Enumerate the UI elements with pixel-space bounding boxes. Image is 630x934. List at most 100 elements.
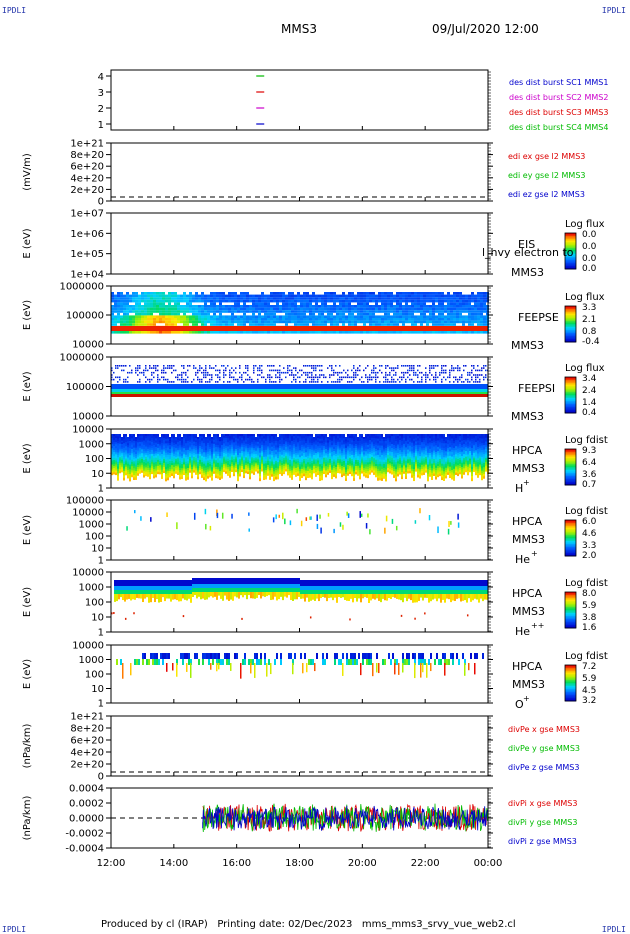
burst-ytick-label: 1 [98,120,104,131]
feepse-panel-ytick-label: 1000000 [59,282,104,293]
hpca-hepp-panel-ytick-label: 10 [91,613,104,624]
hpca-he-panel-colorbar-cell [565,524,576,527]
hpca-o-panel-colorbar-cell [565,669,576,672]
feepsi-panel-colorbar-cell [565,396,576,399]
feepse-panel-colorbar-cell [565,313,576,316]
hpca-hepp-panel-colorbar-cell [565,617,576,620]
hpca-hepp-panel-colorbar-cell [565,608,576,611]
feepse-panel-colorbar-cell [565,324,576,326]
hpca-h-panel-colorbar-cell [565,474,576,477]
hpca-he-panel-colorbar-cell [565,526,576,528]
eis-panel-colorbar-cell [565,242,576,244]
hpca-hepp-panel-colorbar-cell [565,614,576,617]
hpca-hepp-panel-colorbar-label: 8.0 [582,589,597,599]
hpca-h-panel-ytick-label: 100 [85,454,104,465]
feepsi-panel-colorbar-cell [565,390,576,393]
feepsi-panel-colorbar-label: 2.4 [582,386,597,396]
divpe-panel-ytick-label: 1e+21 [70,712,104,723]
hpca-h-panel-colorbar-cell [565,450,576,453]
corner-label-bottom-right: IPDLI [601,925,626,934]
hpca-hepp-panel-colorbar-cell [565,626,576,629]
hpca-h-panel-colorbar-cell [565,462,576,465]
hpca-o-panel-colorbar-cell [565,687,576,690]
hpca-he-panel-ytick-label: 1000 [79,520,104,531]
hpca-hepp-panel-spectrogram [111,578,488,621]
hpca-hepp-panel-colorbar-cell [565,616,576,618]
divpi-panel-legend-1: divPi x gse MMS3 [508,799,577,808]
divpi-panel-legend-2: divPi y gse MMS3 [508,818,577,827]
hpca-hepp-panel-colorbar-cell [565,623,576,626]
eis-panel-colorbar-cell [565,233,576,235]
hpca-hepp-panel-ytick-label: 100 [85,598,104,609]
hpca-hepp-panel-ytick-label: 10000 [72,568,104,579]
feepse-panel-colorbar-cell [565,307,576,310]
feepsi-panel-ytick-label: 100000 [66,382,104,393]
eis-overlay-text: l_hvy electron to [482,246,574,259]
hpca-hepp-panel-colorbar-cell [565,593,576,596]
eis-panel-ytick-label: 1e+04 [70,270,104,281]
hpca-h-panel-colorbar-label: 3.6 [582,470,597,480]
hpca-he-panel-ytick-label: 1 [98,556,104,567]
feepsi-panel-colorbar-cell [565,402,576,405]
xaxis-tick-label: 20:00 [348,858,377,869]
hpca-o-panel-ytick-label: 10000 [72,641,104,652]
eis-panel-colorbar-cell [565,236,576,238]
edi-panel-ytick-label: 2e+20 [70,185,104,196]
hpca-he-panel-ytick-label: 10 [91,544,104,555]
eis-panel-colorbar-cell [565,260,576,262]
feepsi-panel-colorbar-label: 3.4 [582,374,597,384]
feepsi-panel-colorbar-cell [565,407,576,409]
xaxis-tick-label: 00:00 [474,858,503,869]
multi-panel-plot: 4 3 2 1 des dist burst SC1 MMS1 des dist burs… [22,69,608,869]
hpca-h-panel-instrument: HPCA [512,444,543,457]
feepse-panel-colorbar-cell [565,322,576,325]
hpca-he-panel-colorbar-label: 3.3 [582,541,596,551]
feepsi-panel-colorbar-cell [565,387,576,390]
feepse-panel-spacecraft: MMS3 [511,339,544,352]
feepsi-panel-colorbar-cell [565,398,576,400]
hpca-hepp-panel-ytick-label: 1000 [79,583,104,594]
xaxis-tick-label: 12:00 [97,858,126,869]
feepse-panel-colorbar-border [564,305,577,343]
eis-panel-frame [110,212,489,275]
hpca-he-panel-colorbar-cell [565,541,576,543]
hpca-he-panel-instrument: HPCA [512,515,543,528]
feepse-panel-colorbar-label: -0.4 [582,337,600,347]
hpca-hepp-panel-spacecraft: MMS3 [512,605,545,618]
hpca-h-panel-colorbar-cell [565,477,576,480]
feepsi-panel-colorbar-border [564,376,577,414]
hpca-hepp-panel-ytick-label: 1 [98,628,104,639]
hpca-o-panel-colorbar-cell [565,696,576,699]
edi-panel-ytick-label: 0 [98,197,104,208]
hpca-o-panel-colorbar-cell [565,699,576,702]
divpe-panel-ytick-label: 2e+20 [70,760,104,771]
hpca-hepp-panel-colorbar-cell [565,595,576,597]
feepsi-panel-spacecraft: MMS3 [511,410,544,423]
hpca-hepp-panel-colorbar-cell [565,611,576,614]
hpca-he-panel-colorbar-cell [565,545,576,548]
feepse-panel-colorbar-cell [565,319,576,322]
hpca-he-panel-colorbar-cell [565,523,576,525]
hpca-he-panel-colorbar-label: 6.0 [582,517,597,527]
eis-panel-colorbar-cell [565,240,576,243]
feepsi-panel-colorbar-title: Log flux [565,363,605,374]
hpca-h-panel-colorbar-border [564,448,577,486]
feepsi-panel-colorbar-label: 1.4 [582,398,597,408]
hpca-o-panel-colorbar-cell [565,666,576,669]
hpca-he-panel-ytick-label: 10000 [72,508,104,519]
hpca-h-panel-spacecraft: MMS3 [512,462,545,475]
eis-panel-colorbar-border [564,232,577,270]
feepse-panel-colorbar-cell [565,309,576,311]
feepse-panel-colorbar-label: 3.3 [582,303,596,313]
hpca-he-panel-spacecraft: MMS3 [512,533,545,546]
hpca-he-panel-species: He [515,553,530,566]
burst-ytick-label: 3 [98,88,104,99]
feepse-panel-colorbar-title: Log flux [565,292,605,303]
divpe-panel-ytick-label: 8e+20 [70,724,104,735]
hpca-o-panel-colorbar-cell [565,690,576,693]
hpca-h-panel-colorbar-cell [565,459,576,462]
feepse-panel-colorbar-label: 0.8 [582,327,597,337]
hpca-o-panel-colorbar-cell [565,684,576,687]
hpca-hepp-panel-colorbar-label: 1.6 [582,623,597,633]
feepse-panel-ytick-label: 10000 [72,340,104,351]
